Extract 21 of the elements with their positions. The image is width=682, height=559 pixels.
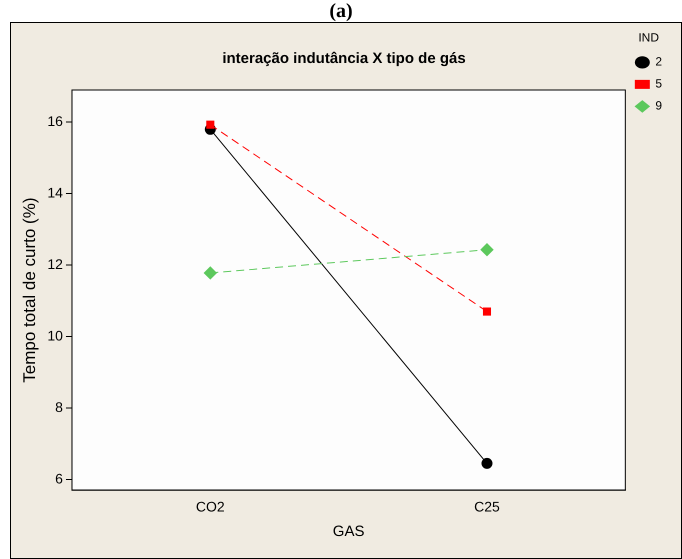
legend-label: 9 — [655, 98, 662, 113]
y-tick-label: 16 — [47, 113, 64, 130]
y-tick-label: 10 — [47, 327, 64, 344]
x-axis-title: GAS — [332, 523, 364, 540]
legend-label: 2 — [655, 54, 662, 69]
y-tick-label: 14 — [47, 184, 64, 200]
text: (a) — [328, 0, 354, 22]
chart-title: interação indutância X tipo de gás — [222, 50, 466, 68]
point — [480, 243, 494, 256]
legend-label: 5 — [655, 76, 662, 91]
point — [206, 120, 214, 129]
point — [204, 266, 217, 280]
x-tick-label: C25 — [474, 498, 500, 514]
point — [482, 308, 492, 316]
y-tick-label: 12 — [47, 256, 64, 272]
legend-title: IND — [638, 30, 660, 44]
y-tick-label: 8 — [55, 398, 64, 415]
x-tick-label: CO2 — [196, 498, 225, 514]
point — [481, 458, 492, 469]
y-axis-title: Tempo total de curto (%) — [20, 198, 39, 383]
y-tick-label: 6 — [55, 470, 64, 486]
